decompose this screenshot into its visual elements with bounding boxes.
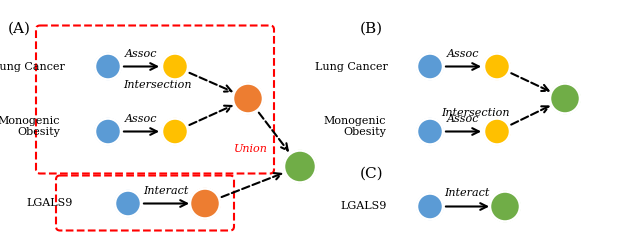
Text: Intersection: Intersection xyxy=(442,109,510,119)
Text: Assoc: Assoc xyxy=(447,113,479,123)
Circle shape xyxy=(162,53,188,79)
Circle shape xyxy=(95,53,121,79)
Circle shape xyxy=(95,119,121,145)
Circle shape xyxy=(284,150,316,182)
Circle shape xyxy=(162,119,188,145)
Text: (C): (C) xyxy=(360,166,383,181)
Text: Assoc: Assoc xyxy=(125,113,157,123)
Circle shape xyxy=(490,191,520,222)
Text: Lung Cancer: Lung Cancer xyxy=(0,61,65,71)
Text: Monogenic
Obesity: Monogenic Obesity xyxy=(0,116,60,137)
Text: Monogenic
Obesity: Monogenic Obesity xyxy=(323,116,386,137)
Circle shape xyxy=(190,189,220,218)
Circle shape xyxy=(550,84,580,113)
Text: (A): (A) xyxy=(8,21,31,35)
Text: Assoc: Assoc xyxy=(125,49,157,59)
Text: Interact: Interact xyxy=(143,185,189,196)
Text: Lung Cancer: Lung Cancer xyxy=(315,61,388,71)
Text: Intersection: Intersection xyxy=(124,79,192,89)
Text: LGALS9: LGALS9 xyxy=(27,199,73,208)
Text: Union: Union xyxy=(234,145,268,155)
Circle shape xyxy=(115,191,141,217)
Circle shape xyxy=(417,53,443,79)
Circle shape xyxy=(484,119,510,145)
Text: LGALS9: LGALS9 xyxy=(340,201,387,211)
Text: Assoc: Assoc xyxy=(447,49,479,59)
Circle shape xyxy=(417,193,443,219)
Circle shape xyxy=(417,119,443,145)
Text: (B): (B) xyxy=(360,21,383,35)
Circle shape xyxy=(484,53,510,79)
Circle shape xyxy=(233,84,263,113)
Text: Interact: Interact xyxy=(444,189,490,199)
